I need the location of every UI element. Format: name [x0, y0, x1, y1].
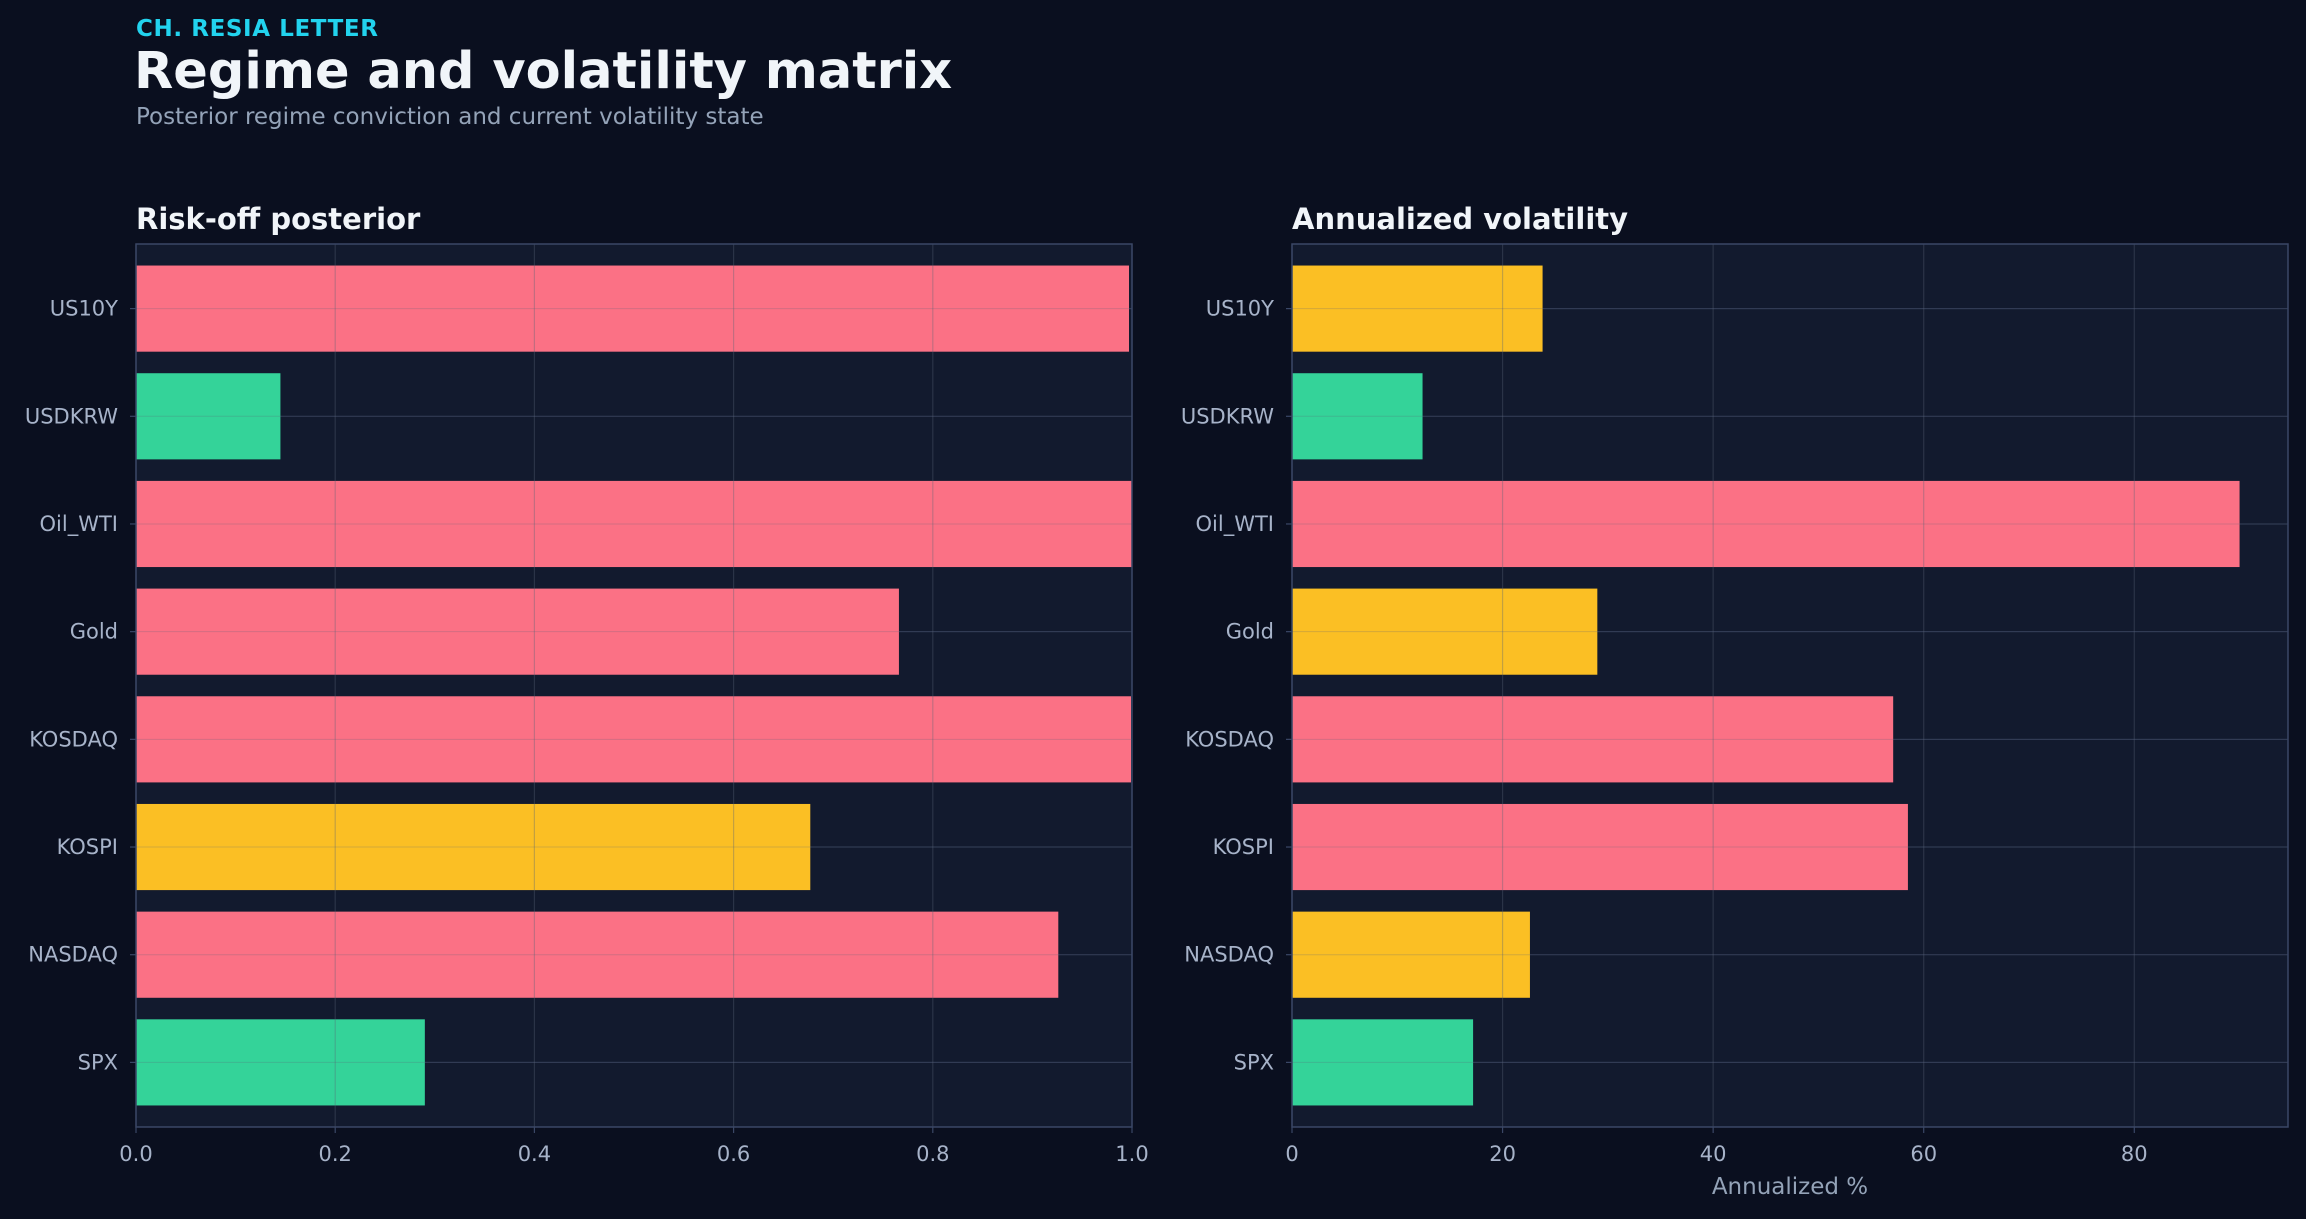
kicker-label: CH. RESIA LETTER [136, 16, 379, 42]
y-tick-label-gold: Gold [1226, 620, 1274, 644]
risk-off-posterior-chart: Risk-off posterior US10Y USDKRW Oil_WTI Gold… [25, 202, 1149, 1166]
y-tick-label-nasdaq: NASDAQ [1184, 943, 1274, 967]
bar-kospi [136, 803, 811, 891]
y-tick-label-usdkrw: USDKRW [1181, 404, 1274, 428]
bar-usdkrw [1292, 373, 1423, 460]
y-tick-label-spx: SPX [1234, 1050, 1274, 1074]
x-axis-label: Annualized % [1712, 1174, 1868, 1200]
bar-kospi [1292, 803, 1908, 891]
page-title: Regime and volatility matrix [134, 42, 952, 101]
x-tick-label: 0.2 [318, 1142, 351, 1166]
page-subtitle: Posterior regime conviction and current … [136, 104, 764, 130]
y-tick-label-kospi: KOSPI [1213, 835, 1274, 859]
bar-us10y [136, 265, 1130, 352]
y-tick-label-kospi: KOSPI [57, 835, 118, 859]
y-tick-label-gold: Gold [70, 620, 118, 644]
bar-us10y [1292, 265, 1543, 352]
x-tick-label: 0 [1285, 1142, 1298, 1166]
y-tick-label-kosdaq: KOSDAQ [29, 727, 118, 751]
y-tick-label-usdkrw: USDKRW [25, 404, 118, 428]
bar-kosdaq [136, 696, 1132, 783]
y-tick-label-us10y: US10Y [50, 297, 118, 321]
x-tick-label: 60 [1910, 1142, 1937, 1166]
y-tick-label-nasdaq: NASDAQ [28, 943, 118, 967]
plot-frame [1291, 243, 2289, 1128]
bar-kosdaq [1292, 696, 1894, 783]
y-tick-label-oil-wti: Oil_WTI [1196, 512, 1274, 537]
x-tick-label: 80 [2121, 1142, 2148, 1166]
bar-usdkrw [136, 373, 281, 460]
x-tick-label: 0.6 [717, 1142, 750, 1166]
bar-gold [1292, 588, 1598, 675]
y-tick-label-us10y: US10Y [1206, 297, 1274, 321]
bar-oil-wti [1292, 480, 2240, 568]
panel-title: Risk-off posterior [136, 202, 421, 236]
y-tick-label-oil-wti: Oil_WTI [40, 512, 118, 537]
x-tick-label: 0.4 [518, 1142, 551, 1166]
annualized-volatility-chart: Annualized volatility US10Y USDKRW Oil_WTI G… [1181, 202, 2289, 1200]
bar-gold [136, 588, 899, 675]
y-tick-label-spx: SPX [78, 1050, 118, 1074]
x-tick-label: 20 [1489, 1142, 1516, 1166]
bar-oil-wti [136, 480, 1132, 568]
x-tick-label: 40 [1700, 1142, 1727, 1166]
bar-nasdaq [136, 911, 1059, 998]
bar-nasdaq [1292, 911, 1530, 998]
x-tick-label: 1.0 [1115, 1142, 1148, 1166]
x-tick-label: 0.0 [119, 1142, 152, 1166]
panel-title: Annualized volatility [1292, 202, 1628, 236]
bar-spx [136, 1019, 425, 1106]
y-tick-label-kosdaq: KOSDAQ [1185, 727, 1274, 751]
bar-spx [1292, 1019, 1474, 1106]
x-tick-label: 0.8 [916, 1142, 949, 1166]
plot-frame [135, 243, 1133, 1128]
